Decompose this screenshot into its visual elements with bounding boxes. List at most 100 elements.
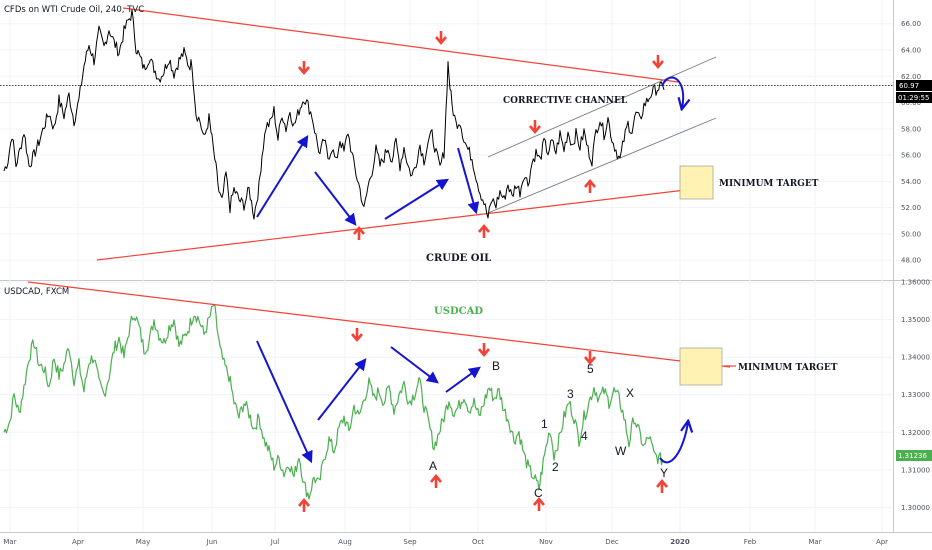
price-tick-label: 62.00 [901,73,921,81]
crude-arrow-down-1[interactable] [314,171,357,226]
price-tick-label: 64.00 [901,46,921,54]
crude-arrow-projection[interactable] [661,76,683,108]
crude-chart-title[interactable]: CFDs on WTI Crude Oil, 240, TVC [4,5,144,15]
usdcad-arrow-up-1[interactable] [317,358,367,421]
crude-red-arrow-down[interactable] [298,61,310,76]
crude-minimum-target-label: MINIMUM TARGET [719,179,819,189]
time-tick-label: Nov [539,538,553,546]
price-tick-label: 1.34000 [901,354,930,362]
time-tick-label: 2020 [670,538,690,546]
channel-lower-line[interactable] [487,117,717,214]
wave-label-w: W [615,444,627,458]
crude-last-price-value: 60.97 [899,82,919,90]
price-tick-label: 58.00 [901,125,921,133]
crude-drawings [0,7,893,261]
usdcad-red-arrows [298,328,668,512]
wave-label-3: 3 [567,387,574,401]
grid-top-pane [0,0,893,532]
price-tick-label: 66.00 [901,20,921,28]
time-tick-label: Apr [876,538,888,546]
usdcad-arrow-down-1[interactable] [256,340,313,464]
price-tick-label: 50.00 [901,230,921,238]
time-tick-label: Dec [605,538,619,546]
time-tick-label: Aug [338,538,352,546]
time-tick-label: Oct [472,538,484,546]
price-tick-label: 56.00 [901,152,921,160]
time-tick-label: Jun [206,538,218,546]
price-tick-label: 48.00 [901,257,921,265]
wave-label-b: B [492,359,500,373]
price-tick-label: 1.30000 [901,504,930,512]
usdcad-last-price-value: 1.31236 [898,452,927,460]
crude-red-arrow-down[interactable] [652,55,664,70]
wave-label-5: 5 [587,362,594,376]
time-tick-label: Jul [270,538,280,546]
price-tick-label: 1.36000 [901,279,930,287]
usdcad-last-price-badge [896,450,932,461]
crude-resistance-line[interactable] [122,7,679,83]
usdcad-arrow-up-2[interactable] [445,366,481,393]
crude-last-price-badge [896,80,932,91]
usdcad-wave-arrows [256,340,688,464]
time-tick-label: Mar [808,538,821,546]
wave-label-a: A [429,459,437,473]
usdcad-resistance-line[interactable] [27,281,731,368]
wave-label-x: X [626,386,634,400]
crude-target-box[interactable] [679,165,714,200]
usdcad-arrow-down-2[interactable] [390,346,439,384]
crude-price-scale[interactable]: 66.00 64.00 62.00 60.00 58.00 56.00 54.00 52.00… [901,20,921,265]
usdcad-red-arrow-up[interactable] [533,496,545,511]
usdcad-red-arrow-up[interactable] [656,478,668,493]
usdcad-drawings [27,281,736,386]
price-tick-label: 54.00 [901,178,921,186]
usdcad-red-arrow-up[interactable] [430,473,442,488]
wave-label-4: 4 [581,429,588,443]
crude-oil-price-line [3,9,665,220]
wave-label-y: Y [660,466,668,480]
time-tick-label: Feb [744,538,757,546]
crude-red-arrow-down[interactable] [435,31,447,46]
crude-arrow-down-2[interactable] [457,147,480,215]
price-tick-label: 1.33000 [901,391,930,399]
wave-label-2: 2 [552,460,559,474]
usdcad-arrow-projection[interactable] [659,422,688,464]
crude-red-arrows [298,31,664,240]
usdcad-red-arrow-up[interactable] [298,497,310,512]
crude-red-arrow-up[interactable] [584,178,596,193]
price-tick-label: 60.00 [901,99,921,107]
crude-countdown-badge [896,92,932,103]
usdcad-price-line [3,304,665,500]
channel-upper-line[interactable] [487,56,717,158]
time-scale[interactable]: Mar Apr May Jun Jul Aug Sep Oct Nov Dec 2020 Feb Mar… [3,538,888,546]
crude-arrow-up-2[interactable] [384,178,450,220]
time-tick-label: Sep [403,538,417,546]
time-tick-label: Mar [3,538,16,546]
crude-red-arrow-up[interactable] [353,225,365,240]
crude-red-arrow-down[interactable] [529,120,541,135]
time-tick-label: Apr [72,538,84,546]
crude-countdown-value: 01:29:55 [898,94,929,102]
time-tick-label: May [136,538,150,546]
usdcad-target-box[interactable] [679,347,723,386]
crude-wave-arrows [256,76,683,226]
crude-support-line[interactable] [96,188,695,261]
usdcad-minimum-target-label: MINIMUM TARGET [738,363,838,373]
wave-label-c: C [534,486,543,500]
usdcad-red-arrow-down[interactable] [478,343,490,358]
wave-label-1: 1 [541,417,548,431]
price-tick-label: 1.31000 [901,466,930,474]
price-tick-label: 52.00 [901,204,921,212]
usdcad-price-scale[interactable]: 1.36000 1.35000 1.34000 1.33000 1.32000 1.310… [901,279,930,512]
price-tick-label: 1.32000 [901,429,930,437]
usdcad-label: USDCAD [434,306,483,317]
crude-red-arrow-up[interactable] [478,223,490,238]
crude-oil-label: CRUDE OIL [426,253,491,264]
usdcad-red-arrow-down[interactable] [351,328,363,343]
crude-arrow-up-1[interactable] [256,134,309,218]
usdcad-red-arrow-down[interactable] [584,351,596,366]
corrective-channel-label: CORRECTIVE CHANNEL [503,96,628,106]
usdcad-chart-title[interactable]: USDCAD, FXCM [4,287,69,297]
grid-bottom-pane [0,281,893,508]
